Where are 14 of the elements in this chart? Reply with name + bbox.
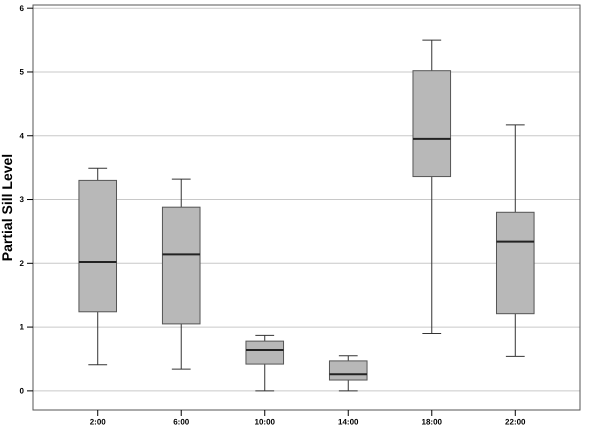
y-tick-label: 1	[20, 322, 25, 332]
x-tick-label: 6:00	[173, 418, 190, 427]
x-tick-label: 22:00	[505, 418, 526, 427]
y-tick-label: 4	[20, 131, 25, 140]
x-tick-label: 18:00	[422, 418, 443, 427]
y-tick-label: 2	[20, 258, 25, 268]
y-tick-label: 3	[20, 195, 25, 204]
y-tick-label: 5	[20, 68, 25, 77]
y-axis-title: Partial Sill Level	[0, 154, 15, 262]
x-tick-label: 10:00	[254, 418, 276, 427]
y-tick-label: 6	[20, 4, 25, 13]
x-tick-label: 14:00	[338, 418, 360, 427]
x-tick-label: 2:00	[90, 418, 106, 427]
y-tick-label: 0	[20, 386, 25, 396]
